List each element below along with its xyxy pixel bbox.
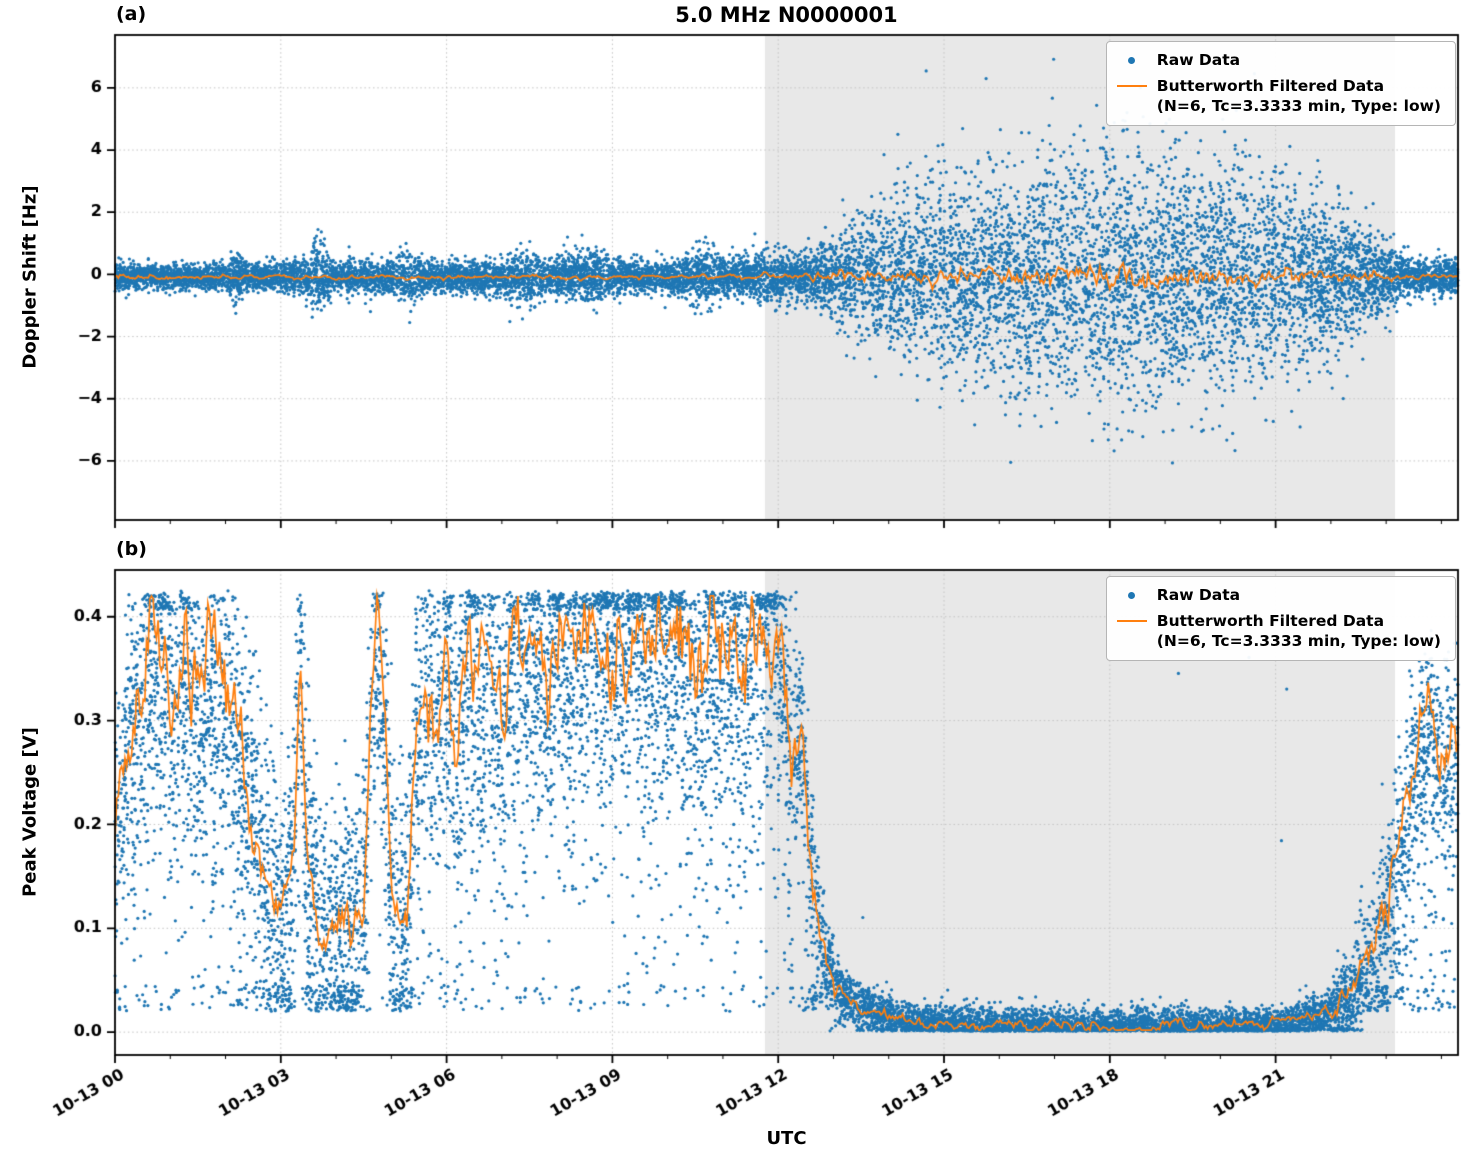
legend-filtered-label: Butterworth Filtered Data (N=6, Tc=3.3333… xyxy=(1157,611,1441,651)
legend-panel-a: Raw Data Butterworth Filtered Data (N=6, … xyxy=(1105,41,1456,127)
raw-data-marker-icon xyxy=(1115,50,1149,70)
legend-entry-filtered: Butterworth Filtered Data (N=6, Tc=3.3333… xyxy=(1115,76,1441,116)
legend-filtered-params: (N=6, Tc=3.3333 min, Type: low) xyxy=(1156,632,1441,651)
panel-label-a: (a) xyxy=(116,3,147,25)
panel-label-b: (b) xyxy=(116,538,147,560)
legend-panel-b: Raw Data Butterworth Filtered Data (N=6, … xyxy=(1105,576,1456,662)
legend-raw-label: Raw Data xyxy=(1156,586,1241,604)
filtered-line-icon xyxy=(1115,76,1149,96)
legend-raw-label: Raw Data xyxy=(1156,51,1241,69)
legend-filtered-title: Butterworth Filtered Data xyxy=(1156,612,1385,631)
filtered-line-icon xyxy=(1115,611,1149,631)
x-axis-label: UTC xyxy=(766,1128,807,1149)
raw-data-marker-icon xyxy=(1115,585,1149,605)
legend-entry-raw: Raw Data xyxy=(1115,50,1441,70)
figure-title: 5.0 MHz N0000001 xyxy=(675,3,898,27)
y-axis-label-voltage: Peak Voltage [V] xyxy=(19,727,41,897)
legend-filtered-title: Butterworth Filtered Data xyxy=(1156,77,1385,96)
legend-filtered-params: (N=6, Tc=3.3333 min, Type: low) xyxy=(1156,97,1441,116)
legend-entry-filtered: Butterworth Filtered Data (N=6, Tc=3.3333… xyxy=(1115,611,1441,651)
legend-entry-raw: Raw Data xyxy=(1115,585,1441,605)
legend-filtered-label: Butterworth Filtered Data (N=6, Tc=3.3333… xyxy=(1157,76,1441,116)
y-axis-label-doppler: Doppler Shift [Hz] xyxy=(19,185,41,369)
